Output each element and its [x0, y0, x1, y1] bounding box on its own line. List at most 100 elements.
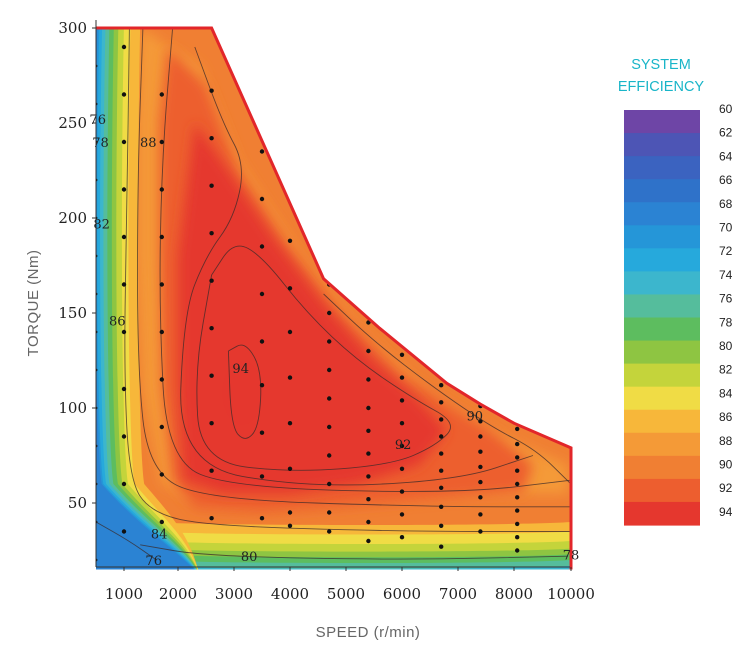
measurement-point [287, 510, 293, 515]
legend-label: 94 [719, 505, 733, 519]
measurement-point [399, 489, 405, 494]
legend-color-bar [624, 110, 700, 526]
x-tick-label: 4000 [271, 585, 309, 603]
measurement-point [96, 368, 98, 372]
contour-fill-bottom-band-7 [151, 565, 571, 570]
measurement-point [96, 444, 98, 448]
legend-label: 68 [719, 197, 733, 211]
legend-label: 72 [719, 244, 733, 258]
measurement-point [209, 326, 214, 331]
measurement-point [209, 516, 214, 521]
efficiency-legend: SYSTEM EFFICIENCY 60 62 64 66 68 70 72 74 76 78 80… [618, 57, 733, 526]
x-axis-title: SPEED (r/min) [316, 624, 421, 641]
measurement-point [259, 383, 265, 388]
measurement-point [96, 64, 98, 68]
legend-label: 80 [719, 339, 733, 353]
measurement-point [287, 375, 293, 380]
legend-label: 70 [719, 221, 733, 235]
contour-line-6 [227, 344, 262, 439]
contour-label: 76 [89, 113, 106, 128]
measurement-point [439, 434, 444, 439]
x-tick-label: 3000 [215, 585, 253, 603]
measurement-point [259, 291, 265, 297]
measurement-point [159, 187, 164, 192]
measurement-point [439, 417, 444, 422]
measurement-point [478, 449, 483, 454]
contour-line-1 [124, 28, 571, 532]
legend-swatch [624, 363, 700, 388]
measurement-point [159, 139, 164, 145]
measurement-point [287, 191, 293, 196]
legend-swatch [624, 386, 700, 411]
legend-label: 66 [719, 173, 733, 187]
legend-swatch [624, 501, 700, 526]
measurement-point [478, 529, 483, 534]
y-tick-label: 50 [68, 494, 87, 512]
contour-line-7 [323, 293, 571, 485]
measurement-point [159, 377, 164, 382]
x-tick-label: 8000 [495, 585, 533, 603]
measurement-point [399, 512, 405, 517]
contour-line-3 [159, 28, 571, 492]
measurement-point [327, 310, 332, 316]
contour-label: 86 [109, 315, 126, 330]
y-axis-ticks: 50 100 150 200 250 300 [58, 19, 96, 512]
measurement-point [287, 329, 293, 335]
measurement-point [159, 234, 164, 240]
measurement-point [366, 348, 371, 354]
contour-fill-left-band-10 [96, 28, 201, 570]
measurement-point [327, 367, 332, 373]
measurement-point [366, 377, 371, 382]
contour-label: 92 [395, 438, 412, 453]
measurement-point [121, 329, 127, 335]
measurement-point [515, 548, 520, 553]
measurement-point [209, 421, 214, 426]
measurement-point [121, 92, 127, 97]
measurement-point [96, 216, 98, 220]
contour-label: 80 [241, 550, 258, 565]
measurement-point [327, 481, 332, 487]
legend-swatch [624, 455, 700, 480]
measurement-point [209, 231, 214, 236]
measurement-point [327, 529, 332, 534]
y-tick-label: 100 [58, 399, 87, 417]
contour-line-5 [196, 245, 451, 471]
measurement-point [121, 139, 127, 145]
y-tick-label: 200 [58, 209, 87, 227]
measurement-point [121, 44, 127, 50]
measurement-point [439, 468, 444, 473]
legend-swatch [624, 225, 700, 249]
legend-swatch [624, 340, 700, 365]
measurement-point [209, 183, 214, 188]
contour-label: 94 [232, 362, 249, 377]
measurement-point [366, 320, 371, 325]
measurement-point [478, 464, 483, 470]
measurement-point [515, 508, 520, 513]
y-tick-label: 250 [58, 114, 87, 132]
legend-label: 64 [719, 149, 733, 163]
measurement-point [366, 497, 371, 502]
measurement-point [209, 468, 214, 473]
measurement-point [96, 330, 98, 334]
measurement-point [478, 434, 483, 439]
contour-fill-left-band-4 [96, 28, 201, 570]
measurement-point [96, 178, 98, 182]
contour-fill-peak [222, 360, 263, 425]
measurement-point [96, 102, 98, 106]
measurement-point [478, 479, 483, 485]
measurement-point [399, 466, 405, 471]
measurement-point [159, 92, 164, 97]
legend-swatch [624, 202, 700, 226]
contour-label: 78 [563, 548, 580, 563]
contour-label: 78 [92, 136, 109, 151]
measurement-point [259, 474, 265, 479]
measurement-point [439, 544, 444, 549]
contour-line-9 [140, 544, 568, 560]
legend-swatch [624, 156, 700, 180]
measurement-point [259, 196, 265, 202]
x-tick-label: 7000 [439, 585, 477, 603]
measurement-point [515, 426, 520, 432]
measurement-point [478, 419, 483, 424]
efficiency-contour-lines [96, 28, 571, 561]
